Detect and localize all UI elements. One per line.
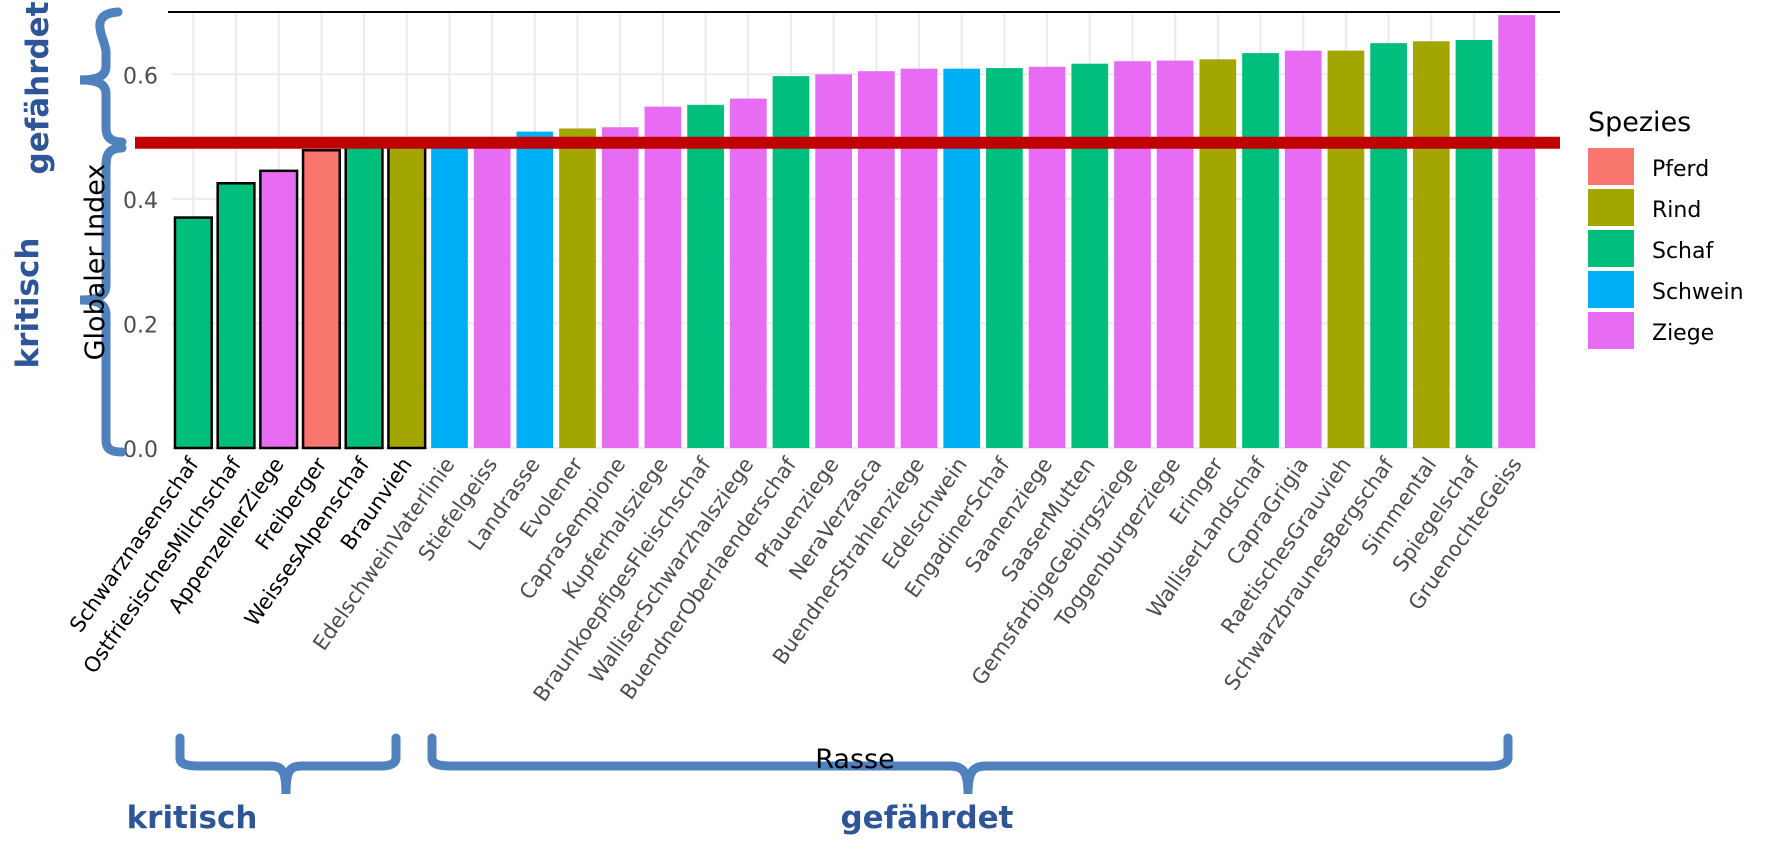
braces [79, 7, 1513, 795]
y-tick-labels: 0.0 0.2 0.4 0.6 [123, 64, 158, 463]
y-axis-title: Globaler Index [80, 164, 111, 361]
y-tick-label: 0.4 [123, 189, 158, 214]
bar-EdelschweinVaterlinie [431, 140, 468, 448]
bar-Evolener [559, 128, 596, 448]
bar-BraunkoepfigesFleischschaf [687, 104, 724, 448]
annotation-bottom-gefaehrdet: gefährdet [840, 800, 1013, 836]
bar-BuendnerOberlaenderschaf [772, 76, 810, 448]
bar-WeissesAlpenschaf [344, 141, 384, 450]
legend-key-Schaf [1588, 230, 1634, 267]
threshold [135, 11, 1560, 149]
annotation-bottom-kritisch: kritisch [127, 800, 258, 836]
bar-Pfauenziege [815, 74, 853, 449]
bar-RaetischesGrauvieh [1327, 50, 1365, 449]
bar-NeraVerzasca [857, 71, 895, 449]
legend-key-Pferd [1588, 148, 1634, 185]
bar-WalliserLandschaf [1242, 53, 1279, 448]
bar-CapraGrigia [1284, 50, 1322, 449]
bar-SaaserMutten [1071, 63, 1109, 448]
bar-AppenzellerZiege [259, 169, 299, 450]
bar-BuendnerStrahlenziege [900, 68, 938, 449]
bars [173, 15, 1536, 450]
bar-Kupferhalsziege [644, 106, 682, 448]
bar-Simmental [1412, 41, 1450, 448]
annotation-left-kritisch: kritisch [10, 238, 46, 369]
bar-GemsfarbigeGebirgsziege [1114, 61, 1151, 448]
y-tick-label: 0.6 [123, 64, 158, 89]
bar-GruenochteGeiss [1498, 15, 1536, 448]
bar-Stiefelgeiss [473, 139, 511, 448]
bottom-brace-kritisch [175, 733, 401, 795]
bar-Spiegelschaf [1455, 40, 1493, 449]
bottom-brace-gefaehrdet [427, 733, 1513, 795]
x-tick-labels: SchwarznasenschafOstfriesischesMilchscha… [65, 453, 1527, 706]
legend-key-Rind [1588, 189, 1634, 226]
legend-label-Schaf: Schaf [1652, 239, 1714, 264]
x-axis-title: Rasse [815, 744, 894, 775]
bar-CapraSempione [601, 127, 639, 448]
bar-Edelschwein [943, 68, 981, 449]
legend-key-Ziege [1588, 312, 1634, 349]
legend-title: Spezies [1588, 107, 1691, 138]
bar-SchwarzbraunesBergschaf [1370, 43, 1407, 449]
bar-EngadinerSchaf [986, 68, 1023, 449]
y-tick-label: 0.2 [123, 313, 158, 338]
bar-OstfriesischesMilchschaf [216, 182, 256, 450]
legend-label-Pferd: Pferd [1652, 157, 1709, 182]
bar-WalliserSchwarzhalsziege [729, 98, 767, 448]
y-tick-label: 0.0 [123, 438, 158, 463]
bar-Freiberger [301, 149, 342, 450]
legend-label-Ziege: Ziege [1652, 321, 1714, 346]
bar-Landrasse [516, 131, 554, 449]
legend-key-Schwein [1588, 271, 1634, 308]
bar-Toggenburgerziege [1156, 60, 1194, 448]
left-brace-lower [79, 143, 127, 457]
annotation-left-gefaehrdet: gefährdet [20, 1, 56, 174]
legend: Spezies Pferd Rind Schaf Schwein Ziege [1588, 107, 1744, 349]
left-brace-upper [79, 7, 127, 147]
bar-Eringer [1199, 59, 1237, 448]
legend-label-Schwein: Schwein [1652, 280, 1744, 305]
bar-Schwarznasenschaf [173, 216, 213, 450]
bar-Saanenziege [1028, 66, 1066, 448]
legend-label-Rind: Rind [1652, 198, 1701, 223]
bar-Braunvieh [387, 140, 427, 450]
